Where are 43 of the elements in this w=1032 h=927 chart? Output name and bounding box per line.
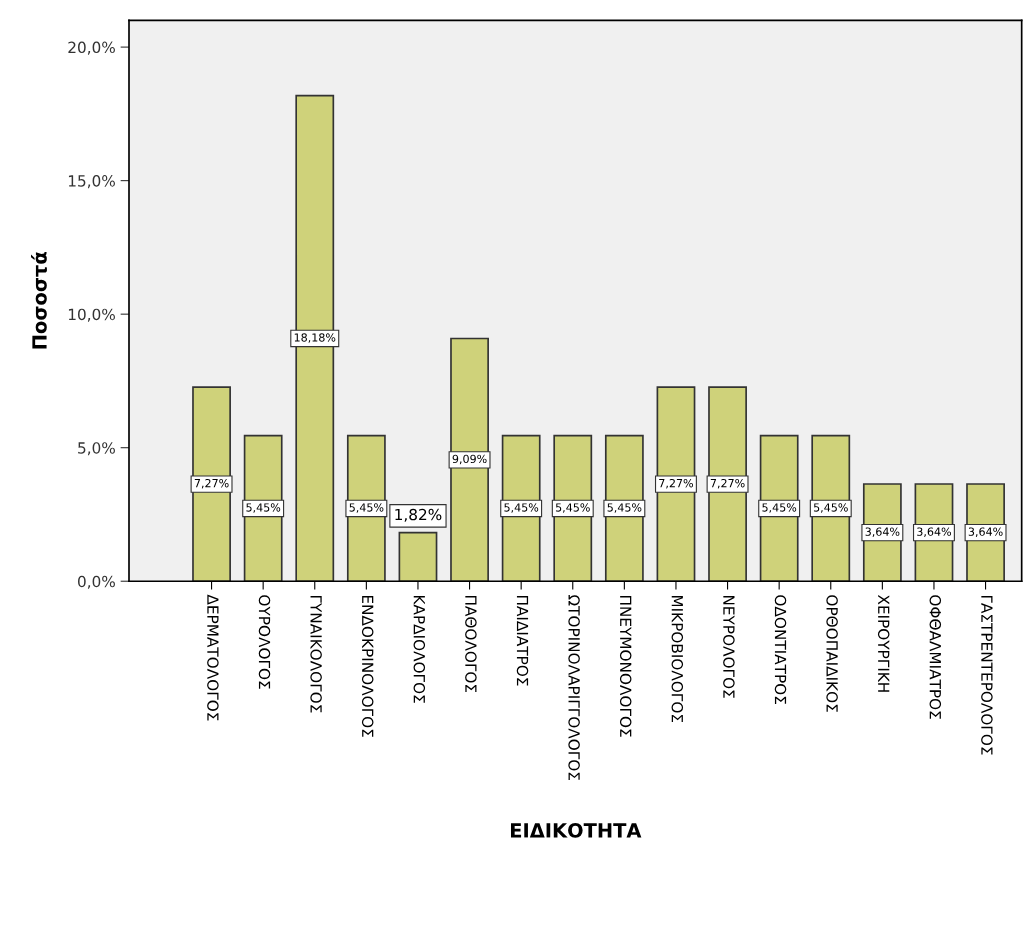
x-axis-title: ΕΙΔΙΚΟΤΗΤΑ (511, 822, 642, 838)
data-label: 7,27% (710, 478, 745, 489)
y-tick-label: 20,0% (68, 41, 115, 55)
data-label: 5,45% (762, 503, 797, 513)
data-label: 5,45% (813, 503, 848, 513)
y-tick-label: 10,0% (68, 308, 115, 322)
x-tick-label: ΝΕΥΡΟΛΟΓΟΣ (723, 595, 735, 698)
x-tick-label: ΟΔΟΝΤΙΑΤΡΟΣ (774, 595, 787, 704)
x-tick-label: ΠΑΙΔΙΑΤΡΟΣ (516, 595, 529, 686)
bar (450, 337, 489, 582)
x-tick-label: ΔΕΡΜΑΤΟΛΟΓΟΣ (207, 594, 219, 721)
bar (192, 386, 231, 582)
x-tick-label: ΓΥΝΑΙΚΟΛΟΓΟΣ (310, 595, 322, 713)
x-tick-label: ΩΤΟΡΙΝΟΛΑΡΙΓΓΟΛΟΓΟΣ (568, 595, 580, 780)
data-label: 3,64% (917, 527, 951, 537)
bar (708, 386, 747, 582)
data-label: 5,45% (504, 503, 539, 513)
y-tick-label: 15,0% (68, 175, 115, 189)
bar (398, 531, 438, 582)
x-tick-label: ΕΝΔΟΚΡΙΝΟΛΟΓΟΣ (361, 595, 374, 737)
data-label: 5,45% (555, 503, 590, 513)
x-tick-label: ΠΝΕΥΜΟΝΟΛΟΓΟΣ (619, 595, 632, 737)
data-label: 7,27% (659, 478, 693, 489)
y-tick-label: 0,0% (78, 575, 115, 589)
x-tick-label: ΜΙΚΡΟΒΙΟΛΟΓΟΣ (671, 595, 684, 723)
x-tick-label: ΓΑΣΤΡΕΝΤΕΡΟΛΟΓΟΣ (981, 595, 993, 755)
data-label: 9,09% (452, 454, 487, 465)
x-tick-label: ΠΑΘΟΛΟΓΟΣ (465, 595, 477, 693)
data-label: 18,18% (294, 333, 336, 343)
data-label: 5,45% (607, 503, 642, 513)
x-tick-label: ΟΥΡΟΛΟΓΟΣ (258, 595, 271, 689)
x-tick-label: ΧΕΙΡΟΥΡΓΙΚΗ (877, 594, 890, 692)
data-label: 5,45% (349, 503, 384, 513)
data-label: 3,64% (968, 527, 1003, 537)
x-tick-label: ΟΦΘΑΛΜΙΑΤΡΟΣ (929, 595, 942, 719)
y-axis-title: Ποσοστά (31, 252, 47, 349)
data-label: 3,64% (865, 527, 900, 537)
data-label: 1,82% (395, 508, 442, 522)
x-tick-label: ΚΑΡΔΙΟΛΟΓΟΣ (413, 595, 426, 703)
y-tick-label: 5,0% (78, 442, 115, 456)
data-label: 5,45% (246, 503, 281, 513)
x-tick-label: ΟΡΘΟΠΑΙΔΙΚΟΣ (826, 595, 838, 712)
data-label: 7,27% (194, 478, 229, 489)
